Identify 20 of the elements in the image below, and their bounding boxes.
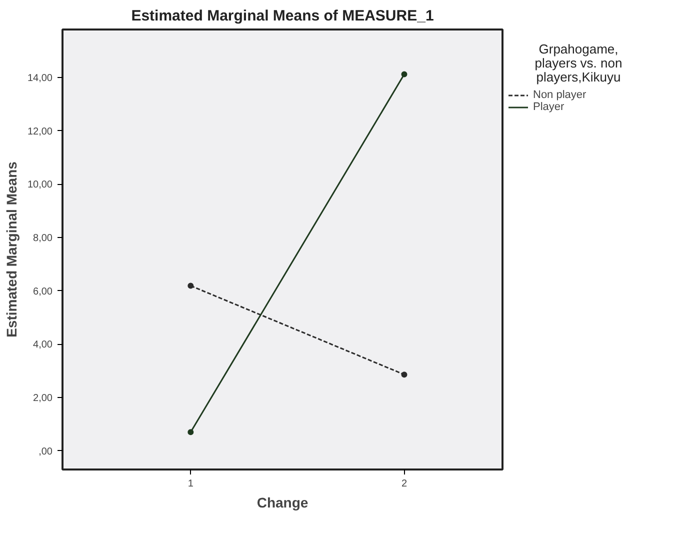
legend-label: Player <box>533 101 564 113</box>
y-axis-title: Estimated Marginal Means <box>3 161 20 338</box>
point <box>401 71 408 78</box>
point <box>188 282 194 289</box>
y-tick-label: 4,00 <box>33 340 53 351</box>
y-tick-label: 10,00 <box>27 180 53 191</box>
y-tick-label: ,00 <box>38 446 53 458</box>
x-tick-label: 1 <box>188 478 194 490</box>
x-tick-label: 2 <box>401 478 408 490</box>
y-tick-label: 14,00 <box>27 73 53 84</box>
y-tick-label: 12,00 <box>27 126 53 138</box>
y-tick-label: 6,00 <box>33 286 53 298</box>
legend-title: Grpahogame, players vs. non players,Kikuyu <box>534 42 622 84</box>
point <box>401 372 408 378</box>
y-tick-label: 8,00 <box>33 233 53 244</box>
y-tick-label: 2,00 <box>33 393 53 404</box>
chart-title: Estimated Marginal Means of MEASURE_1 <box>131 8 434 24</box>
x-axis-title: Change <box>256 494 308 510</box>
point <box>188 429 194 436</box>
legend-label: Non player <box>533 89 586 101</box>
